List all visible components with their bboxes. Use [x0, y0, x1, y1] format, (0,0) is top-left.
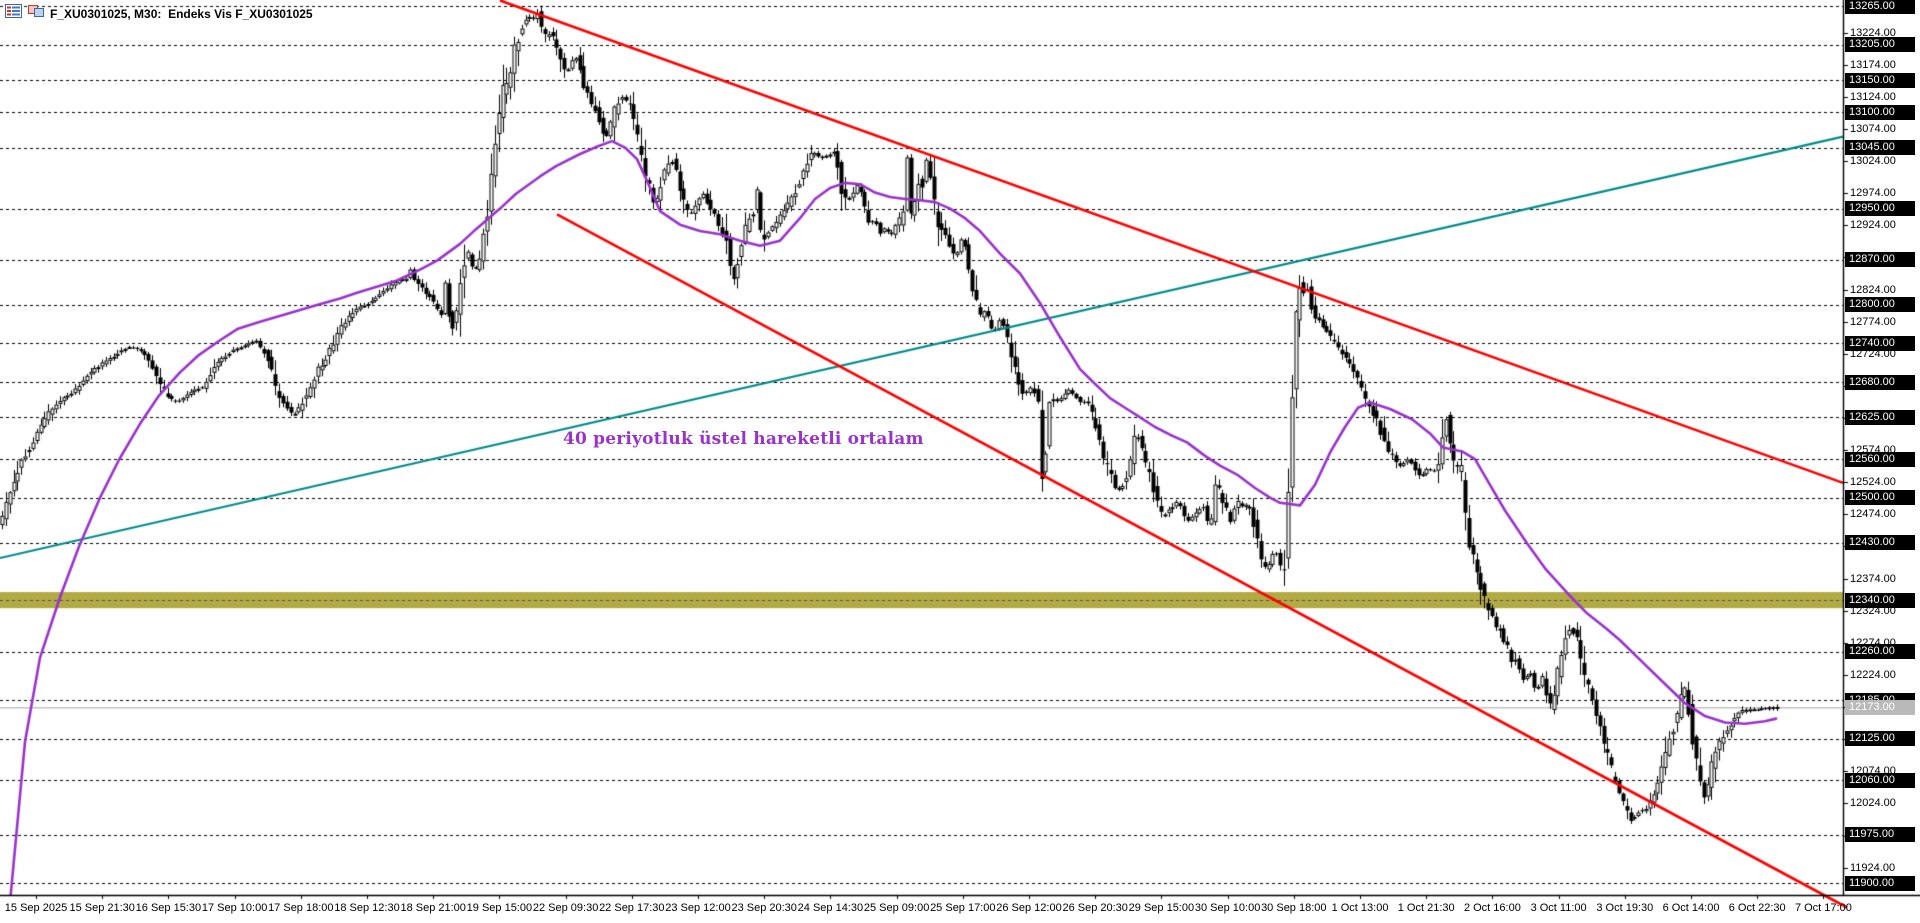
indicator-list-icon: [5, 4, 22, 23]
chart-title: F_XU0301025, M30: Endeks Vis F_XU0301025: [50, 6, 313, 21]
ema-annotation-text: 40 periyotluk üstel hareketli ortalam: [563, 429, 924, 449]
chart-title-bar: F_XU0301025, M30: Endeks Vis F_XU0301025: [5, 4, 313, 23]
template-windows-icon: [27, 4, 45, 23]
